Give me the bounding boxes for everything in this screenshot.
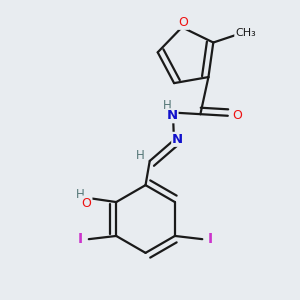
Text: H: H — [136, 148, 145, 162]
Text: O: O — [232, 109, 242, 122]
Text: I: I — [208, 232, 213, 246]
Text: O: O — [82, 196, 92, 209]
Text: N: N — [172, 133, 183, 146]
Text: H: H — [163, 99, 172, 112]
Text: N: N — [167, 109, 178, 122]
Text: O: O — [178, 16, 188, 29]
Text: H: H — [76, 188, 85, 202]
Text: CH₃: CH₃ — [235, 28, 256, 38]
Text: I: I — [78, 232, 83, 246]
